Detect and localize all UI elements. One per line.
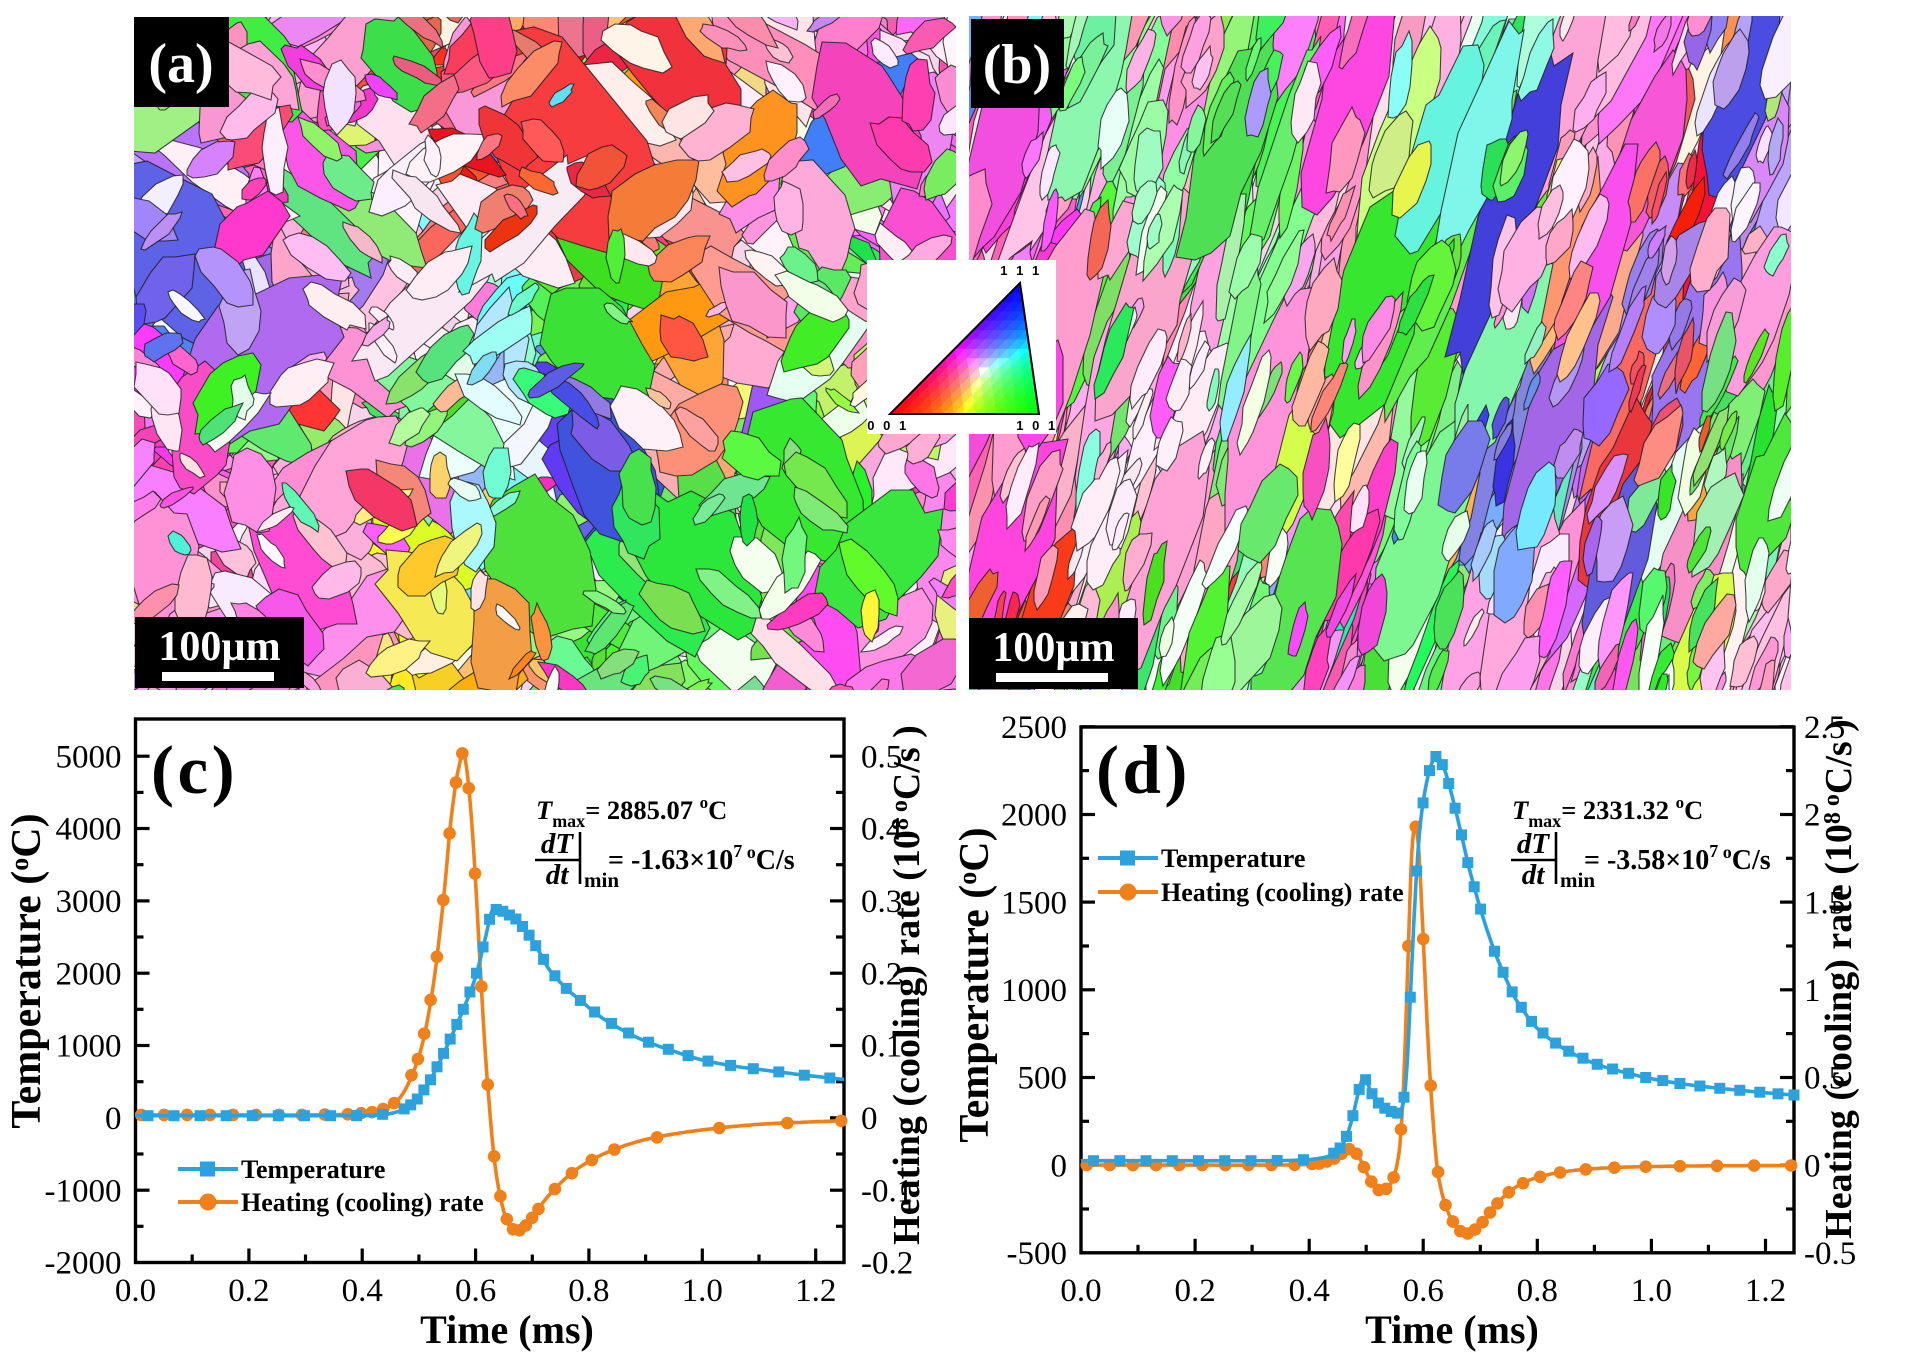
- svg-text:1.0: 1.0: [1631, 1273, 1672, 1309]
- svg-text:(b): (b): [983, 34, 1051, 96]
- svg-text:100µm: 100µm: [992, 625, 1114, 671]
- svg-text:0.2: 0.2: [1174, 1273, 1215, 1309]
- svg-text:-0.5: -0.5: [1804, 1236, 1856, 1272]
- svg-text:1.5: 1.5: [1804, 885, 1845, 921]
- svg-text:(c): (c): [151, 732, 238, 808]
- svg-text:500: 500: [1018, 1061, 1068, 1097]
- svg-text:Time (ms): Time (ms): [420, 1307, 594, 1352]
- svg-text:1.2: 1.2: [1745, 1273, 1786, 1309]
- svg-text:min: min: [584, 868, 619, 892]
- svg-text:Heating (cooling) rate (108 oC: Heating (cooling) rate (108 oC/s ): [1818, 719, 1860, 1239]
- svg-text:Temperature: Temperature: [1161, 844, 1305, 873]
- svg-text:dt: dt: [546, 859, 570, 891]
- svg-text:0.0: 0.0: [1060, 1273, 1101, 1309]
- svg-text:1 0 1: 1 0 1: [1016, 418, 1057, 433]
- svg-text:2000: 2000: [56, 956, 122, 992]
- svg-text:2: 2: [1804, 798, 1821, 834]
- svg-text:0.6: 0.6: [1403, 1273, 1444, 1309]
- svg-text:= -1.63×107 oC/s: = -1.63×107 oC/s: [608, 841, 795, 876]
- svg-text:1000: 1000: [1001, 973, 1067, 1009]
- svg-text:Tmax= 2331.32 oC: Tmax= 2331.32 oC: [1512, 793, 1703, 831]
- svg-text:Tmax= 2885.07 oC: Tmax= 2885.07 oC: [536, 793, 727, 831]
- svg-text:min: min: [1560, 868, 1595, 892]
- svg-text:-2000: -2000: [45, 1246, 122, 1282]
- svg-text:dT: dT: [541, 828, 575, 860]
- svg-text:1000: 1000: [56, 1029, 122, 1065]
- svg-text:0.3: 0.3: [861, 884, 902, 920]
- svg-text:0.2: 0.2: [861, 956, 902, 992]
- svg-text:1: 1: [1804, 973, 1821, 1009]
- svg-text:Temperature (oC): Temperature (oC): [952, 827, 998, 1142]
- svg-text:0: 0: [861, 1101, 878, 1137]
- svg-text:0.4: 0.4: [861, 812, 902, 848]
- svg-text:-500: -500: [1007, 1236, 1068, 1272]
- svg-text:Temperature: Temperature: [241, 1155, 385, 1184]
- svg-text:0.8: 0.8: [1517, 1273, 1558, 1309]
- svg-text:1 1 1: 1 1 1: [1000, 263, 1041, 278]
- svg-text:Time (ms): Time (ms): [1365, 1307, 1539, 1352]
- svg-text:0.1: 0.1: [861, 1029, 902, 1065]
- svg-text:1.0: 1.0: [682, 1273, 723, 1309]
- svg-text:(d): (d): [1096, 732, 1191, 808]
- svg-text:0.4: 0.4: [342, 1273, 383, 1309]
- svg-text:Heating (cooling) rate (108 oC: Heating (cooling) rate (108 oC/s ): [886, 725, 928, 1245]
- svg-text:0.5: 0.5: [1804, 1061, 1845, 1097]
- svg-text:5000: 5000: [56, 739, 122, 775]
- svg-text:2500: 2500: [1001, 710, 1067, 746]
- svg-text:0.6: 0.6: [455, 1273, 496, 1309]
- svg-text:dT: dT: [1517, 828, 1551, 860]
- svg-text:0.4: 0.4: [1289, 1273, 1330, 1309]
- svg-text:-1000: -1000: [45, 1173, 122, 1209]
- svg-text:0.5: 0.5: [861, 739, 902, 775]
- svg-text:-0.2: -0.2: [861, 1246, 913, 1282]
- svg-text:0: 0: [105, 1101, 122, 1137]
- svg-text:(a): (a): [148, 33, 213, 95]
- svg-text:3000: 3000: [56, 884, 122, 920]
- svg-text:4000: 4000: [56, 812, 122, 848]
- svg-text:Heating (cooling) rate: Heating (cooling) rate: [1161, 878, 1404, 907]
- svg-text:0.8: 0.8: [568, 1273, 609, 1309]
- svg-text:2.5: 2.5: [1804, 710, 1845, 746]
- svg-text:dt: dt: [1522, 859, 1546, 891]
- svg-text:1500: 1500: [1001, 885, 1067, 921]
- svg-text:0: 0: [1051, 1148, 1068, 1184]
- svg-text:0: 0: [1804, 1148, 1821, 1184]
- svg-text:2000: 2000: [1001, 798, 1067, 834]
- svg-text:1.2: 1.2: [795, 1273, 836, 1309]
- svg-text:-0.1: -0.1: [861, 1173, 913, 1209]
- svg-text:100µm: 100µm: [158, 624, 280, 670]
- svg-text:0 0 1: 0 0 1: [867, 418, 908, 433]
- svg-text:= -3.58×107 oC/s: = -3.58×107 oC/s: [1584, 841, 1771, 876]
- svg-text:0.0: 0.0: [115, 1273, 156, 1309]
- svg-text:0.2: 0.2: [228, 1273, 269, 1309]
- svg-text:Heating (cooling) rate: Heating (cooling) rate: [241, 1188, 484, 1217]
